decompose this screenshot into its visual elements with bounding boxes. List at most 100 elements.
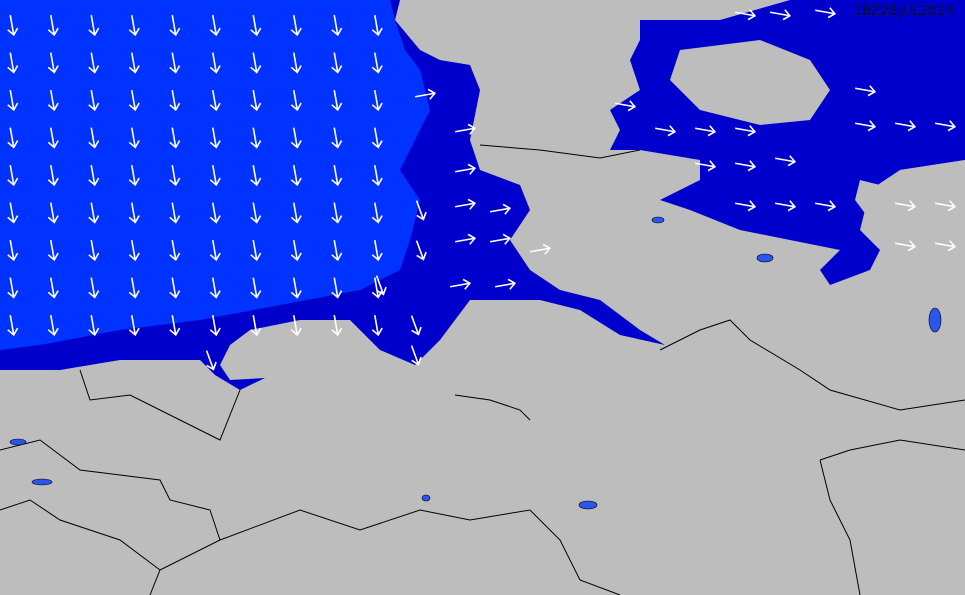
wave-arrow: [371, 202, 383, 224]
wave-arrow: [128, 15, 140, 37]
wave-arrow: [935, 120, 957, 132]
wave-arrow: [735, 9, 757, 21]
wave-arrow: [855, 85, 877, 97]
wave-arrow: [490, 203, 512, 215]
wave-arrow: [209, 277, 221, 299]
wave-arrow: [7, 52, 19, 74]
wave-arrow: [88, 315, 100, 337]
wave-arrow: [410, 345, 422, 366]
wave-arrow: [331, 165, 343, 187]
lakes: [9, 216, 942, 510]
wave-arrow: [169, 52, 181, 74]
wave-arrow: [88, 240, 100, 262]
wave-arrow: [250, 15, 262, 37]
wave-arrow: [455, 233, 477, 245]
wave-arrow: [371, 90, 383, 112]
wave-arrow: [415, 200, 427, 221]
wave-arrow: [128, 127, 140, 149]
wave-arrow: [775, 200, 797, 212]
wave-arrow: [371, 240, 383, 262]
wave-arrow: [47, 165, 59, 187]
wave-arrow: [209, 202, 221, 224]
wave-arrow: [88, 127, 100, 149]
wave-arrow: [331, 15, 343, 37]
wave-arrow: [7, 277, 19, 299]
wave-arrow: [450, 278, 472, 290]
wave-arrow: [290, 277, 302, 299]
wave-arrow: [128, 52, 140, 74]
wave-arrow: [290, 52, 302, 74]
wave-arrow: [88, 15, 100, 37]
wave-arrow: [169, 15, 181, 37]
wave-arrow: [250, 315, 262, 337]
wave-arrow: [455, 163, 477, 175]
wave-arrow: [250, 52, 262, 74]
wave-arrow: [209, 90, 221, 112]
wave-arrow: [735, 160, 757, 172]
wave-direction-arrows: [7, 7, 957, 371]
wave-arrow: [209, 52, 221, 74]
wave-arrow: [855, 120, 877, 132]
wave-arrow: [290, 240, 302, 262]
wave-arrow: [455, 198, 477, 210]
wave-arrow: [615, 100, 637, 112]
wave-arrow: [88, 277, 100, 299]
wave-arrow: [375, 275, 387, 296]
wave-arrow: [935, 240, 957, 252]
wave-arrow: [250, 202, 262, 224]
wave-arrow: [770, 9, 792, 21]
wave-arrow: [250, 127, 262, 149]
wave-arrow: [331, 90, 343, 112]
wave-arrow: [47, 202, 59, 224]
wave-arrow: [169, 90, 181, 112]
wave-arrow: [415, 88, 437, 100]
wave-arrow: [209, 15, 221, 37]
wave-arrow: [655, 125, 677, 137]
wave-arrow: [935, 200, 957, 212]
wave-arrow: [290, 315, 302, 337]
wave-arrow: [128, 202, 140, 224]
wave-arrow: [371, 52, 383, 74]
wave-arrow: [250, 90, 262, 112]
wave-arrow: [47, 240, 59, 262]
wave-arrow: [88, 90, 100, 112]
wave-arrow: [895, 240, 917, 252]
wave-arrow: [88, 165, 100, 187]
wave-arrow: [209, 127, 221, 149]
wave-arrow: [371, 165, 383, 187]
wave-arrow: [815, 7, 837, 19]
wave-arrow: [410, 315, 422, 336]
wave-arrow: [7, 90, 19, 112]
wave-arrow: [331, 315, 343, 337]
wave-arrow: [209, 240, 221, 262]
island: [855, 180, 920, 230]
wave-arrow: [7, 127, 19, 149]
wave-arrow: [169, 240, 181, 262]
wave-arrow: [895, 120, 917, 132]
wave-arrow: [7, 15, 19, 37]
danish-island: [670, 40, 830, 125]
wave-arrow: [331, 52, 343, 74]
wave-arrow: [495, 278, 517, 290]
wave-arrow: [415, 240, 427, 261]
wave-arrow: [695, 160, 717, 172]
wave-arrow: [331, 202, 343, 224]
wave-arrow: [128, 90, 140, 112]
wave-arrow: [128, 277, 140, 299]
borders: [0, 144, 965, 595]
wave-arrow: [128, 165, 140, 187]
wave-arrow: [47, 127, 59, 149]
wave-arrow: [47, 315, 59, 337]
wave-arrow: [205, 350, 217, 371]
wave-arrow: [7, 240, 19, 262]
wave-arrow: [7, 202, 19, 224]
wave-arrow: [331, 240, 343, 262]
wave-arrow: [7, 315, 19, 337]
wave-arrow: [47, 15, 59, 37]
wave-arrow: [47, 52, 59, 74]
wave-arrow: [371, 15, 383, 37]
wave-arrow: [735, 200, 757, 212]
wave-arrow: [331, 127, 343, 149]
wave-arrow: [169, 315, 181, 337]
